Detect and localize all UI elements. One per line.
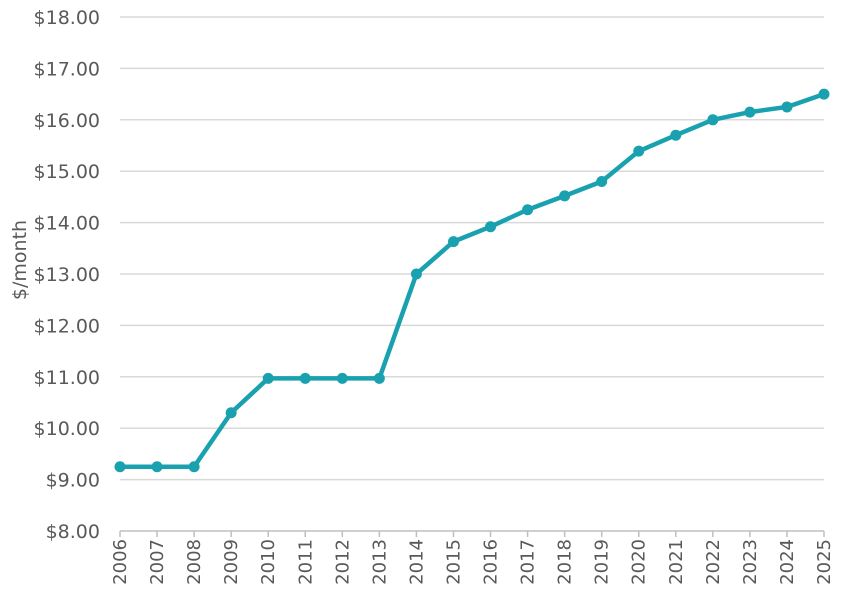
data-point [225, 407, 237, 419]
x-tick-label: 2025 [814, 539, 835, 585]
x-tick-label: 2016 [481, 539, 502, 585]
x-tick-label: 2007 [147, 539, 168, 585]
x-tick-label: 2022 [703, 539, 724, 585]
data-point [262, 372, 274, 384]
x-axis: 2006 2007 2008 2009 2010 2011 2012 2013 2014 2015… [110, 530, 835, 585]
x-tick-label: 2015 [443, 539, 464, 585]
x-tick-label: 2009 [221, 539, 242, 585]
x-tick-label: 2017 [518, 539, 539, 585]
x-tick-label: 2018 [555, 539, 576, 585]
x-tick-label: 2013 [369, 539, 390, 585]
data-point [188, 461, 200, 473]
x-tick-label: 2006 [110, 539, 131, 585]
y-tick-label: $9.00 [46, 470, 100, 492]
x-tick-label: 2021 [666, 539, 687, 585]
data-point [781, 101, 793, 113]
x-tick-label: 2014 [406, 539, 427, 585]
x-tick-label: 2012 [332, 539, 353, 585]
x-tick-label: 2010 [258, 539, 279, 585]
y-tick-label: $10.00 [34, 418, 100, 440]
y-tick-label: $8.00 [46, 521, 100, 543]
data-point [522, 204, 534, 216]
data-point [373, 372, 385, 384]
y-tick-label: $16.00 [34, 110, 100, 132]
x-tick-label: 2020 [629, 539, 650, 585]
data-point [151, 461, 163, 473]
x-tick-label: 2024 [777, 539, 798, 585]
x-tick-label: 2023 [740, 539, 761, 585]
data-point [633, 145, 645, 157]
data-point [744, 106, 756, 118]
data-point [114, 461, 126, 473]
data-point [596, 175, 608, 187]
data-point [707, 114, 719, 126]
data-point [670, 129, 682, 141]
series-line-path [117, 91, 827, 469]
y-tick-label: $12.00 [34, 315, 100, 337]
series-line [114, 88, 830, 473]
y-tick-label: $17.00 [34, 58, 100, 80]
y-tick-label: $18.00 [34, 7, 100, 29]
data-point [447, 236, 459, 248]
data-point [299, 372, 311, 384]
gridlines [120, 16, 824, 481]
x-tick-label: 2008 [184, 539, 205, 585]
y-axis-label: $/month [9, 220, 31, 300]
y-tick-label: $14.00 [34, 213, 100, 235]
y-tick-label: $13.00 [34, 264, 100, 286]
data-point [559, 190, 571, 202]
y-tick-label: $15.00 [34, 161, 100, 183]
x-tick-label: 2019 [592, 539, 613, 585]
data-point [485, 221, 497, 233]
data-point [336, 372, 348, 384]
data-point [410, 268, 422, 280]
y-axis-ticks: $8.00 $9.00 $10.00 $11.00 $12.00 $13.00 $14.00… [34, 7, 100, 543]
y-tick-label: $11.00 [34, 367, 100, 389]
data-point [818, 88, 830, 100]
x-tick-label: 2011 [295, 539, 316, 585]
